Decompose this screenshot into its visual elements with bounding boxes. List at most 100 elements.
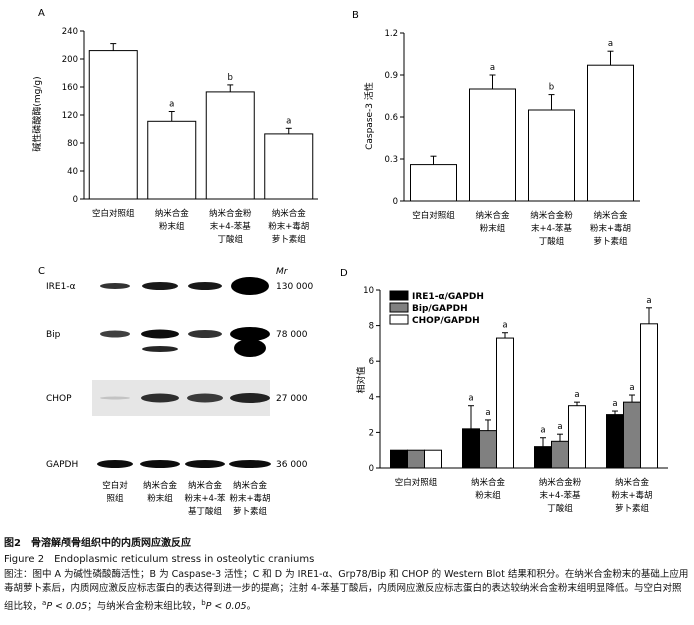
- figure-note: 图注：图中 A 为碱性磷酸酶活性；B 为 Caspase-3 活性；C 和 D …: [4, 568, 690, 614]
- bar: [462, 428, 480, 469]
- lane-label: 萝卜素组: [233, 506, 268, 517]
- lane-label: 纳米合金: [188, 480, 223, 491]
- x-tick-label: 末+4-苯基: [210, 221, 252, 232]
- legend-swatch: [389, 314, 409, 325]
- x-tick-label: 纳米合金: [475, 210, 510, 221]
- significance-marker: a: [468, 394, 473, 404]
- bar: [88, 50, 138, 200]
- protein-label: GAPDH: [46, 460, 78, 470]
- molecular-weight-label: 36 000: [276, 460, 308, 470]
- y-tick-label: 1.2: [384, 29, 398, 39]
- sup-b: b: [201, 599, 206, 607]
- significance-marker: a: [169, 100, 174, 110]
- blot-band: [185, 460, 225, 468]
- y-tick-label: 0: [369, 464, 374, 474]
- y-tick-label: 120: [62, 111, 78, 121]
- significance-marker: a: [286, 116, 291, 126]
- protein-label: Bip: [46, 330, 61, 340]
- panel-b-ylabel: Caspase-3 活性: [363, 82, 375, 150]
- lane-label: 粉末+毒胡: [229, 493, 270, 504]
- blot-band: [141, 329, 179, 339]
- x-tick-label: 粉末+毒胡: [611, 490, 652, 501]
- significance-marker: a: [557, 422, 562, 432]
- bar: [205, 91, 255, 200]
- bar: [640, 323, 658, 469]
- protein-label: CHOP: [46, 394, 72, 404]
- mr-label: Mr: [276, 267, 289, 277]
- bar: [479, 430, 497, 469]
- panel-d-letter: D: [340, 268, 348, 279]
- y-tick-label: 240: [62, 27, 78, 37]
- bar: [264, 133, 314, 200]
- figure-title-cn: 图2 骨溶解颅骨组织中的内质网应激反应: [4, 538, 191, 549]
- y-tick-label: 0: [393, 197, 398, 207]
- x-tick-label: 末+4-苯基: [531, 223, 573, 234]
- blot-band: [141, 393, 179, 403]
- legend-swatch: [389, 290, 409, 301]
- bar: [469, 88, 516, 202]
- significance-marker: a: [608, 39, 613, 49]
- figure-note-text: 图注：图中 A 为碱性磷酸酶活性；B 为 Caspase-3 活性；C 和 D …: [4, 569, 689, 613]
- legend-label: Bip/GAPDH: [412, 304, 468, 314]
- y-tick-label: 200: [62, 55, 78, 65]
- significance-marker: a: [490, 63, 495, 73]
- legend-label: IRE1-α/GAPDH: [412, 292, 484, 302]
- x-tick-label: 纳米合金: [155, 208, 190, 219]
- blot-band: [100, 396, 130, 400]
- p-mid: ；与纳米合金粉末组比较，: [87, 601, 202, 613]
- significance-marker: a: [502, 321, 507, 331]
- blot-band: [231, 277, 269, 295]
- x-tick-label: 丁酸组: [539, 236, 565, 247]
- x-tick-label: 丁酸组: [217, 234, 243, 245]
- bar: [587, 64, 634, 202]
- bar: [606, 414, 624, 469]
- y-tick-label: 0.6: [384, 113, 398, 123]
- panel-a: A 碱性磷酸酶(mg/g) 0 40 80 120 160 200 240 空白对照组 纳米合金…: [31, 8, 318, 245]
- x-tick-label: 萝卜素组: [593, 236, 628, 247]
- y-tick-label: 0.9: [384, 71, 398, 81]
- y-tick-label: 40: [67, 167, 78, 177]
- lane-label: 纳米合金: [143, 480, 178, 491]
- bar: [410, 164, 457, 202]
- p-a: P < 0.05: [46, 601, 88, 613]
- y-tick-label: 10: [363, 286, 374, 296]
- panel-a-ylabel: 碱性磷酸酶(mg/g): [31, 76, 43, 151]
- bar: [390, 449, 408, 469]
- bar: [407, 449, 425, 469]
- lane-label: 粉末+4-苯: [184, 493, 226, 504]
- panel-b: B Caspase-3 活性 0 0.3 0.6 0.9 1.2 空白对照组 纳米合金粉末组…: [352, 10, 640, 247]
- x-tick-label: 粉末组: [159, 221, 185, 232]
- significance-marker: a: [485, 408, 490, 418]
- molecular-weight-label: 78 000: [276, 330, 308, 340]
- molecular-weight-label: 27 000: [276, 394, 308, 404]
- blot-band: [230, 393, 270, 403]
- y-tick-label: 8: [369, 322, 374, 332]
- x-tick-label: 纳米合金: [615, 477, 650, 488]
- x-tick-label: 丁酸组: [547, 503, 573, 514]
- x-tick-label: 空白对照组: [92, 208, 135, 219]
- lane-label: 空白对: [102, 480, 128, 491]
- x-tick-label: 纳米合金粉: [209, 208, 252, 219]
- blot-band: [100, 330, 130, 338]
- lane-label: 纳米合金: [233, 480, 268, 491]
- bar: [551, 440, 569, 469]
- significance-marker: a: [646, 296, 651, 306]
- significance-marker: a: [540, 426, 545, 436]
- panel-a-letter: A: [38, 8, 45, 19]
- panel-c-letter: C: [38, 266, 45, 277]
- blot-band: [188, 282, 222, 290]
- y-tick-label: 6: [369, 357, 374, 367]
- blot-band: [97, 460, 133, 468]
- significance-marker: b: [228, 73, 233, 83]
- sup-a: a: [42, 599, 47, 607]
- x-tick-label: 空白对照组: [412, 210, 455, 221]
- bar: [496, 337, 514, 469]
- blot-band: [142, 282, 178, 290]
- bar: [424, 449, 442, 469]
- x-tick-label: 萝卜素组: [615, 503, 650, 514]
- y-tick-label: 2: [369, 428, 374, 438]
- x-tick-label: 纳米合金: [471, 477, 506, 488]
- panel-d-ylabel: 相对值: [355, 366, 367, 393]
- x-tick-label: 纳米合金粉: [530, 210, 573, 221]
- significance-marker: a: [574, 390, 579, 400]
